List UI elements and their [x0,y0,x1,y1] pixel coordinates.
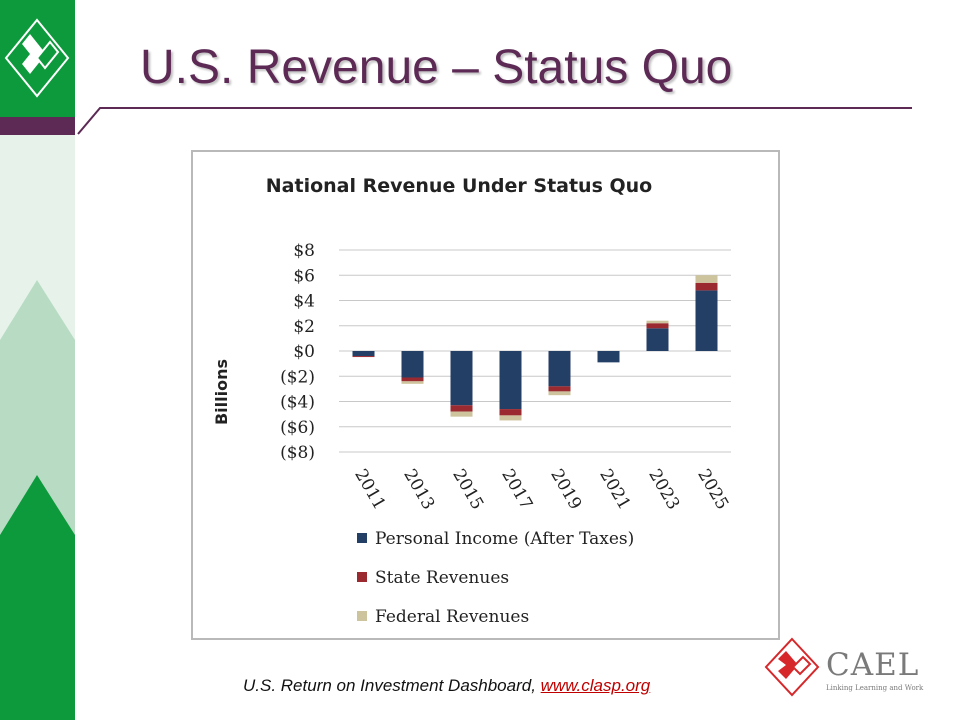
y-tick-label: $2 [293,317,315,337]
sidebar [0,0,75,720]
diamond-logo-icon [4,18,70,98]
bar-segment [646,323,669,329]
cael-diamond-icon [764,637,820,697]
y-axis-label: Billions [212,359,231,425]
y-tick-label: $0 [293,342,315,362]
legend-swatch [357,572,367,582]
chart-y-ticks: $8 $6 $4 $2 $0 ($2) ($4) ($6) ($8) [280,241,315,463]
y-tick-label: $8 [293,241,315,261]
bar-segment [450,405,473,412]
bar-segment [597,351,620,363]
legend-swatch [357,533,367,543]
bar-segment [695,275,718,283]
bar-segment [352,356,375,358]
y-tick-label: $6 [293,266,315,286]
bar-segment [401,351,424,378]
page-title: U.S. Revenue – Status Quo [140,41,733,94]
legend-label: Federal Revenues [375,607,529,627]
footer-text: U.S. Return on Investment Dashboard, [243,676,541,695]
chart-bars [352,275,718,421]
x-tick-label: 2021 [595,466,634,513]
x-tick-label: 2013 [399,466,438,513]
chart-grid [339,249,731,453]
y-tick-label: ($8) [280,443,315,463]
bar-segment [401,381,424,384]
bar-segment [646,320,669,324]
x-tick-label: 2015 [448,466,487,513]
bar-segment [450,411,473,417]
bar-segment [548,391,571,396]
bar-segment [548,386,571,392]
x-tick-label: 2017 [497,466,536,513]
cael-wordmark: CAEL [826,647,919,683]
chart-frame: National Revenue Under Status Quo $8 $6 $4… [191,150,780,640]
bar-segment [401,377,424,382]
chart-title: National Revenue Under Status Quo [266,175,652,197]
footer-citation: U.S. Return on Investment Dashboard, www… [243,676,650,696]
legend-label: State Revenues [375,568,509,588]
legend-swatch [357,611,367,621]
bar-segment [499,351,522,410]
cael-tagline: Linking Learning and Work [826,684,924,692]
bar-segment [695,282,718,291]
bar-segment [499,415,522,421]
bar-segment [352,351,375,357]
x-tick-label: 2023 [644,466,683,513]
legend-label: Personal Income (After Taxes) [375,529,634,549]
y-tick-label: ($6) [280,418,315,438]
y-tick-label: ($4) [280,393,315,413]
footer-link[interactable]: www.clasp.org [540,676,651,695]
bar-segment [499,409,522,416]
x-tick-label: 2019 [546,466,585,513]
sidebar-triangles [0,280,75,720]
x-tick-label: 2025 [693,466,732,513]
bar-segment [450,351,473,406]
bar-segment [646,328,669,351]
cael-logo: CAEL Linking Learning and Work [764,637,924,697]
x-tick-label: 2011 [350,466,389,513]
bar-segment [548,351,571,387]
sidebar-accent-strip [0,117,75,135]
chart-x-ticks: 2011 2013 2015 2017 2019 2021 2023 2025 [350,466,732,513]
y-tick-label: ($2) [280,367,315,387]
revenue-chart: National Revenue Under Status Quo $8 $6 $4… [212,175,732,627]
chart-legend: Personal Income (After Taxes) State Reven… [357,529,634,627]
y-tick-label: $4 [293,292,315,312]
bar-segment [695,290,718,351]
